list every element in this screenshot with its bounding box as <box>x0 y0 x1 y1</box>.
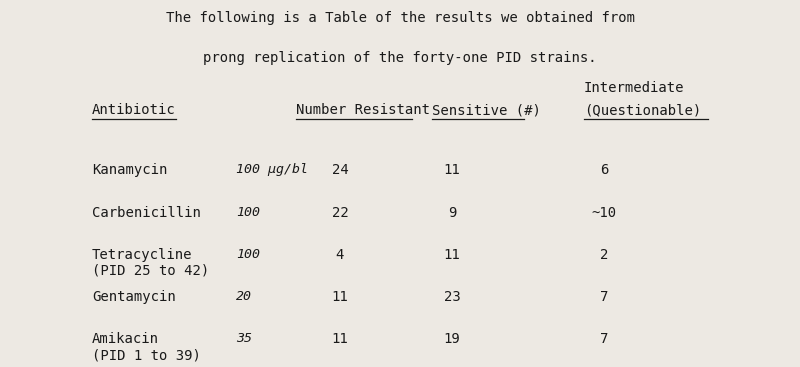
Text: 22: 22 <box>332 206 348 219</box>
Text: 9: 9 <box>448 206 456 219</box>
Text: (Questionable): (Questionable) <box>584 103 702 117</box>
Text: Intermediate: Intermediate <box>584 81 685 95</box>
Text: Gentamycin: Gentamycin <box>92 290 176 304</box>
Text: 11: 11 <box>444 163 460 177</box>
Text: Kanamycin: Kanamycin <box>92 163 167 177</box>
Text: 11: 11 <box>332 290 348 304</box>
Text: 6: 6 <box>600 163 608 177</box>
Text: 20: 20 <box>236 290 252 303</box>
Text: 2: 2 <box>600 248 608 262</box>
Text: Sensitive (#): Sensitive (#) <box>432 103 541 117</box>
Text: 7: 7 <box>600 290 608 304</box>
Text: 100: 100 <box>236 248 260 261</box>
Text: Number Resistant: Number Resistant <box>296 103 430 117</box>
Text: 11: 11 <box>444 248 460 262</box>
Text: 23: 23 <box>444 290 460 304</box>
Text: Amikacin
(PID 1 to 39): Amikacin (PID 1 to 39) <box>92 332 201 362</box>
Text: 100: 100 <box>236 206 260 218</box>
Text: ~10: ~10 <box>591 206 617 219</box>
Text: Antibiotic: Antibiotic <box>92 103 176 117</box>
Text: prong replication of the forty-one PID strains.: prong replication of the forty-one PID s… <box>203 51 597 65</box>
Text: Carbenicillin: Carbenicillin <box>92 206 201 219</box>
Text: Tetracycline
(PID 25 to 42): Tetracycline (PID 25 to 42) <box>92 248 210 278</box>
Text: 35: 35 <box>236 332 252 345</box>
Text: The following is a Table of the results we obtained from: The following is a Table of the results … <box>166 11 634 25</box>
Text: 19: 19 <box>444 332 460 346</box>
Text: 11: 11 <box>332 332 348 346</box>
Text: 4: 4 <box>336 248 344 262</box>
Text: 24: 24 <box>332 163 348 177</box>
Text: 7: 7 <box>600 332 608 346</box>
Text: 100 μg/bl: 100 μg/bl <box>236 163 308 176</box>
